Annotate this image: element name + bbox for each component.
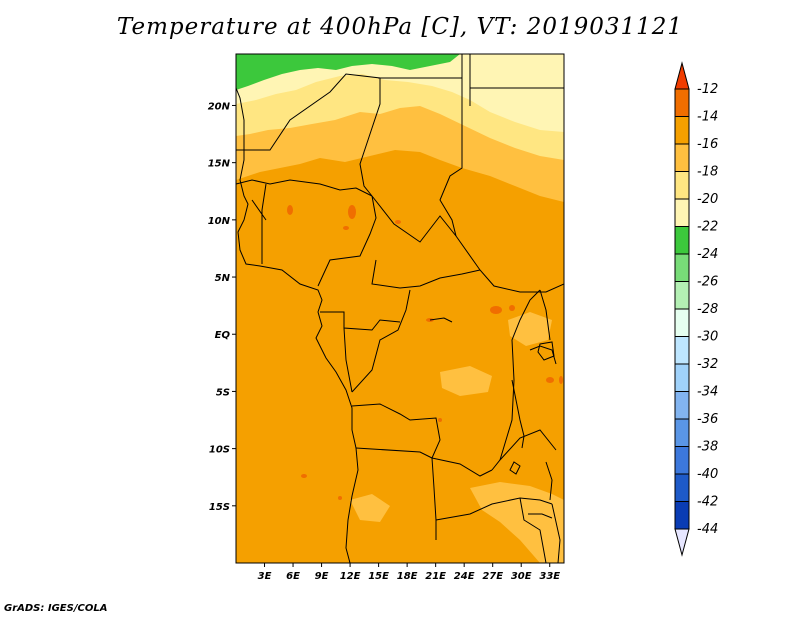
country-borders xyxy=(236,54,564,563)
colorbar-swatch xyxy=(674,198,690,227)
map-title: Temperature at 400hPa [C], VT: 201903112… xyxy=(116,14,684,40)
lon-label: 18E xyxy=(397,571,418,582)
colorbar-swatch xyxy=(674,473,690,502)
lat-label: 5S xyxy=(216,387,230,398)
band-minus18-minus16-sw xyxy=(350,494,390,522)
lon-label: 24E xyxy=(454,571,475,582)
lon-label: 3E xyxy=(258,571,272,582)
colorbar-label: -28 xyxy=(697,302,718,317)
band-minus22-minus20 xyxy=(236,54,564,132)
colorbar-swatch xyxy=(674,418,690,447)
colorbar-label: -40 xyxy=(697,467,718,482)
lon-label: 21E xyxy=(425,571,446,582)
lon-label: 33E xyxy=(539,571,560,582)
colorbar-swatch xyxy=(674,171,690,200)
lat-label: EQ xyxy=(215,330,231,341)
colorbar-label: -18 xyxy=(697,165,718,180)
lon-label: 12E xyxy=(340,571,361,582)
colorbar-swatch xyxy=(674,501,690,530)
colorbar-label: -44 xyxy=(697,522,718,537)
colorbar-label: -14 xyxy=(697,110,718,125)
lon-label: 9E xyxy=(315,571,329,582)
longitude-axis: 3E 6E 9E 12E 15E 18E 21E 24E 27E 30E 33E xyxy=(258,563,560,582)
band-minus14-minus12 xyxy=(287,205,563,500)
colorbar-label: -22 xyxy=(697,220,718,235)
lat-label: 10S xyxy=(209,445,230,456)
colorbar-swatch xyxy=(674,88,690,117)
lat-label: 10N xyxy=(208,216,231,227)
colorbar-swatch xyxy=(674,143,690,172)
band-minus22-minus20-ne xyxy=(470,54,564,70)
lat-label: 15N xyxy=(208,159,231,170)
band-minus24-minus22 xyxy=(236,54,460,90)
band-minus18-minus16-congo xyxy=(440,366,492,396)
colorbar-label: -26 xyxy=(697,275,718,290)
colorbar-label: -38 xyxy=(697,440,718,455)
colorbar-label: -30 xyxy=(697,330,718,345)
colorbar: -12 -14 -16 -18 -20 -22 -24 -26 -28 -30 -32 -34 -36 -… xyxy=(674,61,718,557)
colorbar-label: -16 xyxy=(697,137,718,152)
colorbar-swatch xyxy=(674,253,690,282)
lat-label: 15S xyxy=(209,502,230,513)
colorbar-swatch xyxy=(674,336,690,365)
colorbar-swatch xyxy=(674,308,690,337)
lon-label: 6E xyxy=(286,571,300,582)
temperature-field xyxy=(236,54,564,563)
lat-label: 5N xyxy=(215,273,231,284)
colorbar-label: -12 xyxy=(697,82,718,97)
band-minus18-minus16-se xyxy=(470,482,564,563)
colorbar-label: -42 xyxy=(697,495,718,510)
colorbar-label: -20 xyxy=(697,192,718,207)
lat-label: 20N xyxy=(208,101,231,112)
colorbar-swatch xyxy=(674,363,690,392)
lon-label: 27E xyxy=(482,571,503,582)
latitude-axis: 20N 15N 10N 5N EQ 5S 10S 15S xyxy=(208,101,236,513)
map-frame xyxy=(235,53,565,564)
colorbar-swatch xyxy=(674,391,690,420)
lon-label: 30E xyxy=(511,571,532,582)
colorbar-top-cap xyxy=(674,61,690,90)
colorbar-swatch xyxy=(674,226,690,255)
colorbar-label: -24 xyxy=(697,247,718,262)
colorbar-swatch xyxy=(674,281,690,310)
colorbar-swatch xyxy=(674,116,690,145)
colorbar-swatch xyxy=(674,446,690,475)
colorbar-label: -36 xyxy=(697,412,718,427)
colorbar-label: -32 xyxy=(697,357,718,372)
lon-label: 15E xyxy=(368,571,389,582)
grads-credit: GrADS: IGES/COLA xyxy=(4,603,108,614)
band-minus18-minus16-east xyxy=(508,312,552,346)
colorbar-bottom-cap xyxy=(674,528,690,557)
colorbar-label: -34 xyxy=(697,385,718,400)
